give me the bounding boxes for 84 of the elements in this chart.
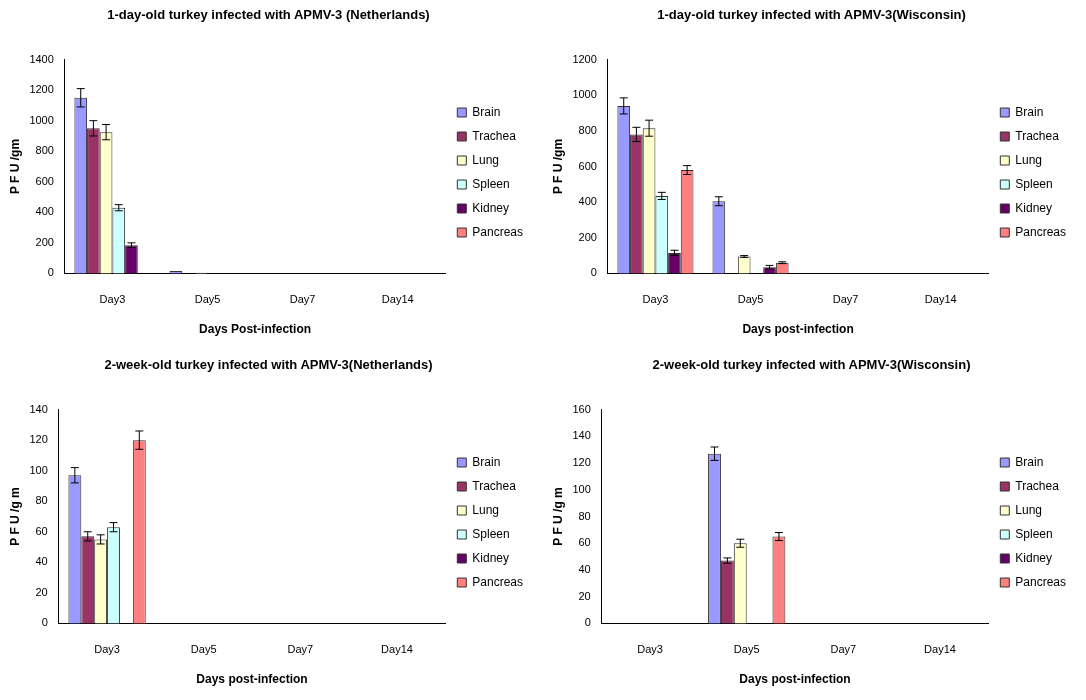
y-tick-label: 140 xyxy=(29,402,48,415)
legend-label: Lung xyxy=(472,152,500,167)
y-tick-label: 100 xyxy=(572,482,591,495)
legend-label: Spleen xyxy=(472,176,510,191)
legend-label: Brain xyxy=(1015,454,1044,469)
y-tick-label: 400 xyxy=(35,205,54,218)
x-tick-label: Day5 xyxy=(733,643,760,656)
y-tick-label: 1000 xyxy=(29,113,54,126)
y-tick-label: 100 xyxy=(29,463,48,476)
x-tick-label: Day14 xyxy=(381,293,414,306)
chart-title: 1-day-old turkey infected with APMV-3(Wisconsin) xyxy=(657,7,966,23)
y-tick-label: 600 xyxy=(35,174,54,187)
y-tick-label: 800 xyxy=(35,144,54,157)
y-tick-label: 0 xyxy=(47,266,54,279)
legend-label: Pancreas xyxy=(472,574,524,589)
legend-label: Brain xyxy=(472,104,501,119)
y-axis-title: P F U /g m xyxy=(7,487,22,546)
y-tick-label: 200 xyxy=(578,230,597,243)
y-tick-label: 140 xyxy=(572,429,591,442)
y-tick-label: 80 xyxy=(578,509,591,522)
legend-label: Lung xyxy=(1015,502,1043,517)
legend-label: Kidney xyxy=(472,550,510,565)
x-tick-label: Day3 xyxy=(642,293,669,306)
x-tick-label: Day14 xyxy=(924,643,956,656)
legend-label: Trachea xyxy=(472,128,517,143)
x-axis-title: Days post-infection xyxy=(739,672,851,687)
legend-label: Spleen xyxy=(1015,176,1053,191)
y-tick-label: 20 xyxy=(578,589,591,602)
x-tick-label: Day5 xyxy=(190,643,217,656)
legend-label: Spleen xyxy=(1015,526,1053,541)
x-tick-label: Day3 xyxy=(99,293,126,306)
legend-label: Kidney xyxy=(1015,550,1053,565)
x-tick-label: Day7 xyxy=(287,643,314,656)
legend-label: Pancreas xyxy=(1015,224,1067,239)
legend-label: Pancreas xyxy=(1015,574,1067,589)
y-tick-label: 0 xyxy=(590,266,597,279)
y-axis-title: P F U /g m xyxy=(550,487,565,546)
y-tick-label: 200 xyxy=(35,235,54,248)
x-tick-label: Day5 xyxy=(194,293,221,306)
y-axis-title: P F U /gm xyxy=(7,138,22,195)
x-tick-label: Day7 xyxy=(830,643,857,656)
y-tick-label: 80 xyxy=(35,494,48,507)
y-tick-label: 20 xyxy=(35,585,48,598)
chart-title: 2-week-old turkey infected with APMV-3(Netherlands) xyxy=(104,357,433,373)
x-tick-label: Day3 xyxy=(94,643,120,656)
x-tick-label: Day5 xyxy=(737,293,764,306)
x-tick-label: Day7 xyxy=(289,293,316,306)
y-tick-label: 1200 xyxy=(29,83,54,96)
y-tick-label: 120 xyxy=(29,433,48,446)
x-tick-label: Day14 xyxy=(924,293,957,306)
y-tick-label: 600 xyxy=(578,159,597,172)
legend-label: Lung xyxy=(1015,152,1043,167)
y-tick-label: 800 xyxy=(578,123,597,136)
y-tick-label: 1400 xyxy=(29,52,54,65)
legend-label: Trachea xyxy=(1015,128,1060,143)
y-axis-title: P F U /gm xyxy=(550,138,565,195)
y-tick-label: 400 xyxy=(578,195,597,208)
y-tick-label: 120 xyxy=(572,456,591,469)
x-axis-title: Days Post-infection xyxy=(199,322,312,337)
legend-label: Lung xyxy=(472,502,500,517)
chart-title: 1-day-old turkey infected with APMV-3 (Netherlands) xyxy=(107,7,430,23)
y-tick-label: 40 xyxy=(578,562,591,575)
y-tick-label: 60 xyxy=(578,536,591,549)
legend-label: Kidney xyxy=(1015,200,1053,215)
y-tick-label: 40 xyxy=(35,555,48,568)
y-tick-label: 160 xyxy=(572,402,591,415)
legend-label: Pancreas xyxy=(472,224,524,239)
y-tick-label: 0 xyxy=(584,616,591,629)
x-tick-label: Day14 xyxy=(381,643,413,656)
x-tick-label: Day3 xyxy=(637,643,663,656)
legend-label: Trachea xyxy=(1015,478,1060,493)
legend-label: Brain xyxy=(1015,104,1044,119)
legend-label: Trachea xyxy=(472,478,517,493)
x-tick-label: Day7 xyxy=(832,293,859,306)
legend-label: Spleen xyxy=(472,526,510,541)
x-axis-title: Days post-infection xyxy=(196,672,308,687)
y-tick-label: 60 xyxy=(35,524,48,537)
y-tick-label: 1200 xyxy=(572,52,597,65)
chart-title: 2-week-old turkey infected with APMV-3(Wisconsin) xyxy=(652,357,971,373)
legend-label: Kidney xyxy=(472,200,510,215)
y-tick-label: 0 xyxy=(41,616,48,629)
legend-label: Brain xyxy=(472,454,501,469)
x-axis-title: Days post-infection xyxy=(742,322,854,337)
y-tick-label: 1000 xyxy=(572,88,597,101)
